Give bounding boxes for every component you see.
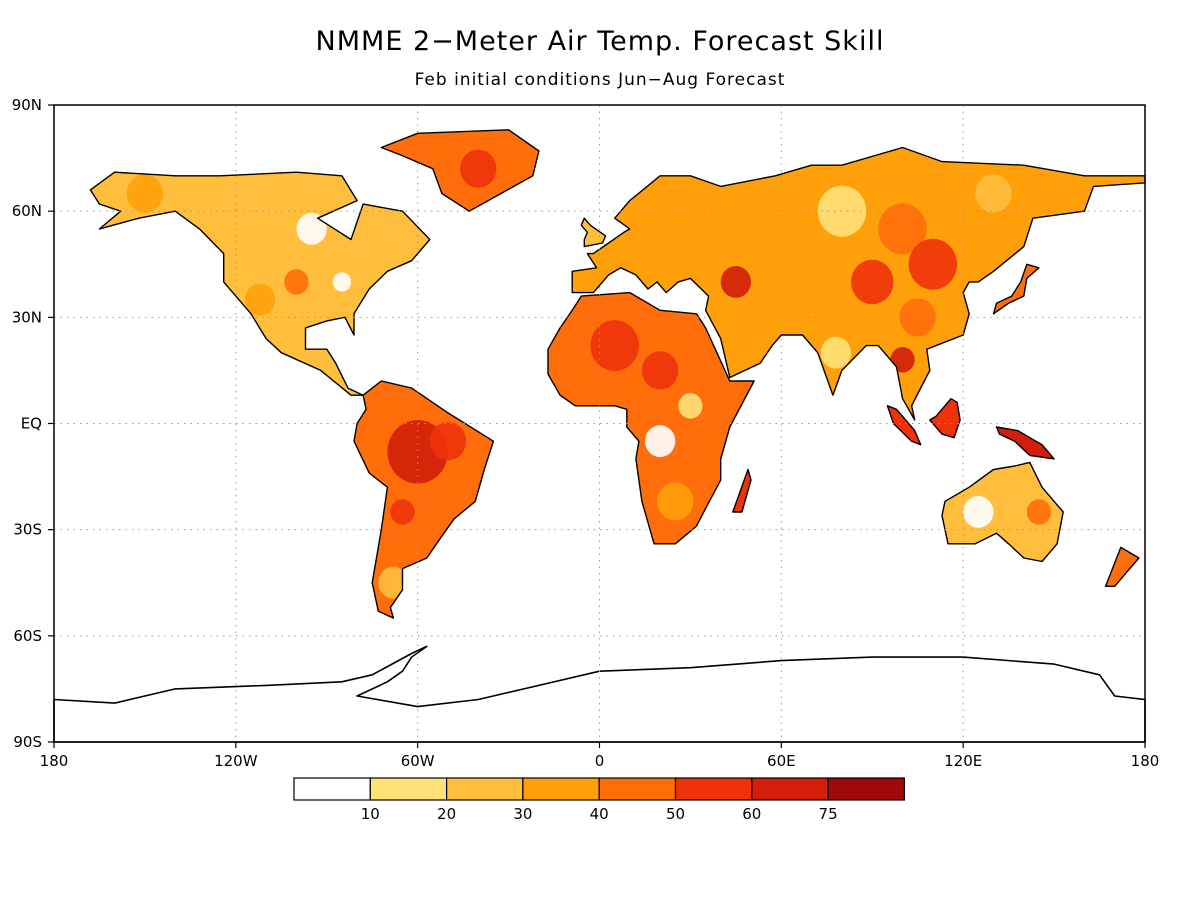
colorbar-swatch xyxy=(522,777,600,801)
coastline-africa xyxy=(547,291,755,545)
gridlines xyxy=(54,105,1145,742)
skill-patch xyxy=(284,269,309,295)
skill-patch xyxy=(126,174,164,213)
skill-patch xyxy=(720,266,752,298)
colorbar-swatch xyxy=(446,777,524,801)
skill-patch xyxy=(963,496,994,528)
land-new-guinea xyxy=(996,427,1055,459)
coastline-south-america xyxy=(353,380,495,619)
skill-patch xyxy=(590,320,639,372)
skill-patch xyxy=(908,238,958,290)
land-north-america xyxy=(90,172,430,396)
skill-patch xyxy=(378,566,409,599)
lon-tick-label: 120E xyxy=(944,752,982,770)
skill-patch xyxy=(975,174,1012,213)
lat-tick-label: 90S xyxy=(13,733,42,751)
coastline-new-zealand xyxy=(1104,546,1140,587)
colorbar-swatch xyxy=(674,777,753,801)
coastlines xyxy=(53,129,1146,743)
colorbar-label: 20 xyxy=(437,805,456,823)
skill-patch xyxy=(851,259,894,305)
coastline-great-britain xyxy=(580,217,607,248)
lat-tick-label: EQ xyxy=(21,415,42,433)
skill-patch xyxy=(899,298,936,337)
skill-patch xyxy=(820,336,852,369)
skill-patch xyxy=(460,149,497,188)
skill-patch xyxy=(244,283,276,316)
lon-tick-label: 180 xyxy=(40,752,69,770)
lon-tick-label: 60E xyxy=(767,752,796,770)
coastline-australia xyxy=(941,461,1064,563)
skill-patch xyxy=(657,482,694,521)
colorbar-swatch xyxy=(827,777,905,801)
chart-title: NMME 2−Meter Air Temp. Forecast Skill xyxy=(315,26,885,57)
colorbar: 10 20 30 40 50 60 75 xyxy=(293,777,905,823)
colorbar-label: 75 xyxy=(819,805,838,823)
lon-tick-label: 0 xyxy=(595,752,605,770)
land-great-britain xyxy=(581,218,606,247)
skill-patch xyxy=(690,197,752,261)
skill-patch xyxy=(296,212,327,245)
colorbar-label: 60 xyxy=(742,805,761,823)
lat-tick-label: 60S xyxy=(13,627,42,645)
colorbar-label: 10 xyxy=(361,805,380,823)
lon-tick-label: 120W xyxy=(214,752,258,770)
colorbar-label: 30 xyxy=(513,805,532,823)
skill-patch xyxy=(641,351,679,390)
land-australia xyxy=(942,462,1064,562)
colorbar-swatch xyxy=(751,777,829,801)
lat-tick-label: 30S xyxy=(13,521,42,539)
land-sumatra xyxy=(887,405,921,445)
colorbar-swatch xyxy=(369,777,448,801)
skill-patch xyxy=(1026,499,1052,525)
coastline-eurasia xyxy=(571,146,1146,421)
coastline-madagascar xyxy=(732,468,752,513)
skill-patch xyxy=(644,425,676,458)
land-new-zealand xyxy=(1105,547,1139,587)
colorbar-label: 50 xyxy=(666,805,685,823)
lat-tick-label: 90N xyxy=(12,96,42,114)
lon-tick-label: 60W xyxy=(401,752,435,770)
skill-patch xyxy=(332,272,351,292)
land-antarctica xyxy=(54,646,1145,742)
lat-tick-label: 60N xyxy=(12,202,42,220)
skill-patch xyxy=(678,393,703,419)
coastline-north-america xyxy=(89,171,431,396)
lon-tick-label: 180 xyxy=(1131,752,1160,770)
colorbar-label: 40 xyxy=(590,805,609,823)
skill-patch xyxy=(878,203,927,255)
land-greenland xyxy=(381,129,539,212)
coastline-japan xyxy=(992,263,1040,315)
coastline-new-guinea xyxy=(995,426,1055,460)
colorbar-swatch xyxy=(598,777,677,801)
coastline-greenland xyxy=(380,129,540,212)
skill-patch xyxy=(390,499,415,525)
colorbar-swatch xyxy=(293,777,371,801)
skill-patch xyxy=(429,422,467,461)
coastline-antarctica xyxy=(53,645,1146,743)
land-madagascar xyxy=(732,469,751,512)
coastline-borneo xyxy=(929,398,961,439)
chart-subtitle: Feb initial conditions Jun−Aug Forecast xyxy=(414,70,786,90)
lat-tick-label: 30N xyxy=(12,308,42,326)
